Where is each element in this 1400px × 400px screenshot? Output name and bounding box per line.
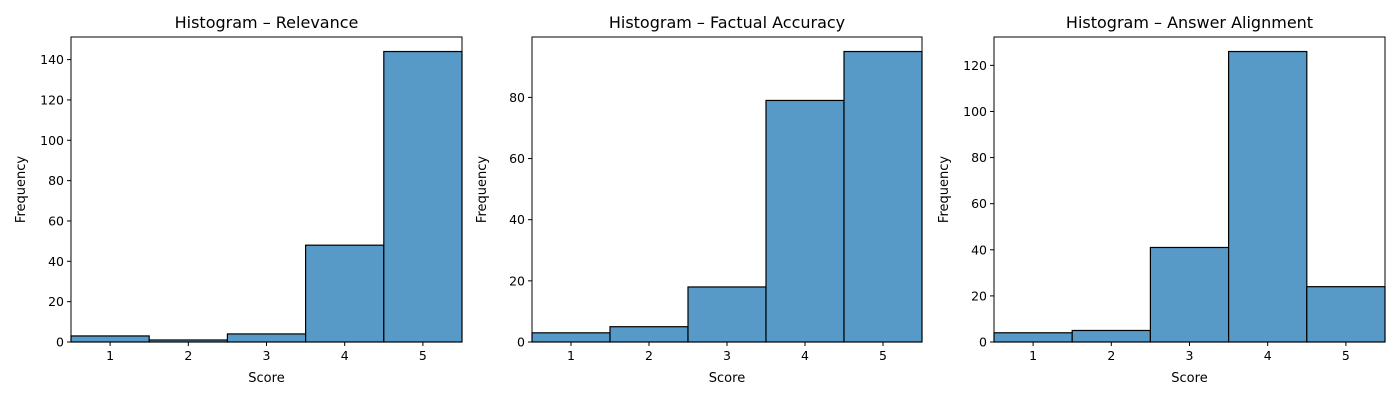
histogram-bar bbox=[1306, 286, 1386, 343]
x-tick-label: 3 bbox=[723, 348, 731, 363]
y-tick-label: 40 bbox=[48, 254, 64, 269]
y-tick-label: 40 bbox=[971, 242, 987, 257]
histogram-bar bbox=[1149, 246, 1230, 343]
x-tick-label: 5 bbox=[419, 348, 427, 363]
x-tick-label: 4 bbox=[341, 348, 349, 363]
x-tick-label: 4 bbox=[801, 348, 809, 363]
y-tick-label: 0 bbox=[517, 335, 525, 350]
chart-panel-2: 1 2 3 4 5 0 20 40 60 80 Histogram – Factual Accura… bbox=[475, 13, 923, 386]
y-tick-label: 60 bbox=[509, 151, 525, 166]
x-tick-label: 1 bbox=[106, 348, 114, 363]
y-tick-label: 40 bbox=[509, 212, 525, 227]
histogram-bar bbox=[383, 50, 463, 343]
histogram-bar bbox=[70, 335, 150, 343]
y-tick-label: 0 bbox=[56, 335, 64, 350]
chart-title: Histogram – Answer Alignment bbox=[1066, 13, 1313, 32]
y-tick-label: 100 bbox=[963, 104, 987, 119]
y-tick-label: 100 bbox=[40, 133, 64, 148]
chart-title: Histogram – Factual Accuracy bbox=[609, 13, 845, 32]
chart-panel-3: 1 2 3 4 5 0 20 40 60 80 100 120 Histogram – Answer A… bbox=[937, 13, 1386, 386]
x-tick-label: 4 bbox=[1264, 348, 1272, 363]
y-tick-label: 80 bbox=[509, 90, 525, 105]
y-tick-label: 120 bbox=[40, 92, 64, 107]
x-axis-label: Score bbox=[709, 371, 745, 386]
chart-panel-1: 1 2 3 4 5 0 20 40 60 80 100 120 140 Histogram – Relev… bbox=[14, 13, 463, 386]
x-tick-label: 2 bbox=[184, 348, 192, 363]
y-tick-label: 20 bbox=[509, 273, 525, 288]
y-tick-label: 80 bbox=[48, 173, 64, 188]
histogram-bar bbox=[843, 50, 923, 343]
x-axis-label: Score bbox=[1171, 371, 1207, 386]
y-tick-label: 0 bbox=[979, 335, 987, 350]
x-tick-label: 1 bbox=[567, 348, 575, 363]
x-axis-label: Score bbox=[248, 371, 284, 386]
histogram-bar bbox=[531, 332, 611, 343]
x-tick-label: 5 bbox=[1342, 348, 1350, 363]
x-tick-label: 5 bbox=[879, 348, 887, 363]
y-tick-label: 80 bbox=[971, 150, 987, 165]
x-tick-label: 3 bbox=[1186, 348, 1194, 363]
x-tick-label: 3 bbox=[263, 348, 271, 363]
histogram-bar bbox=[226, 333, 307, 343]
x-tick-label: 1 bbox=[1029, 348, 1037, 363]
y-axis-label: Frequency bbox=[14, 156, 29, 223]
histogram-bar bbox=[609, 326, 689, 343]
y-tick-label: 60 bbox=[48, 213, 64, 228]
x-tick-label: 2 bbox=[645, 348, 653, 363]
y-tick-label: 60 bbox=[971, 196, 987, 211]
y-tick-label: 120 bbox=[963, 58, 987, 73]
histogram-bar bbox=[765, 99, 845, 343]
x-tick-label: 2 bbox=[1107, 348, 1115, 363]
histogram-bar bbox=[1071, 329, 1151, 343]
y-tick-label: 140 bbox=[40, 52, 64, 67]
y-tick-label: 20 bbox=[48, 294, 64, 309]
chart-title: Histogram – Relevance bbox=[175, 13, 359, 32]
y-axis-label: Frequency bbox=[937, 156, 952, 223]
y-tick-label: 20 bbox=[971, 288, 987, 303]
y-axis-label: Frequency bbox=[475, 156, 490, 223]
histogram-bar bbox=[993, 332, 1073, 343]
histogram-bar bbox=[305, 244, 385, 343]
histogram-bar bbox=[1227, 50, 1308, 343]
histogram-bar bbox=[687, 286, 767, 343]
